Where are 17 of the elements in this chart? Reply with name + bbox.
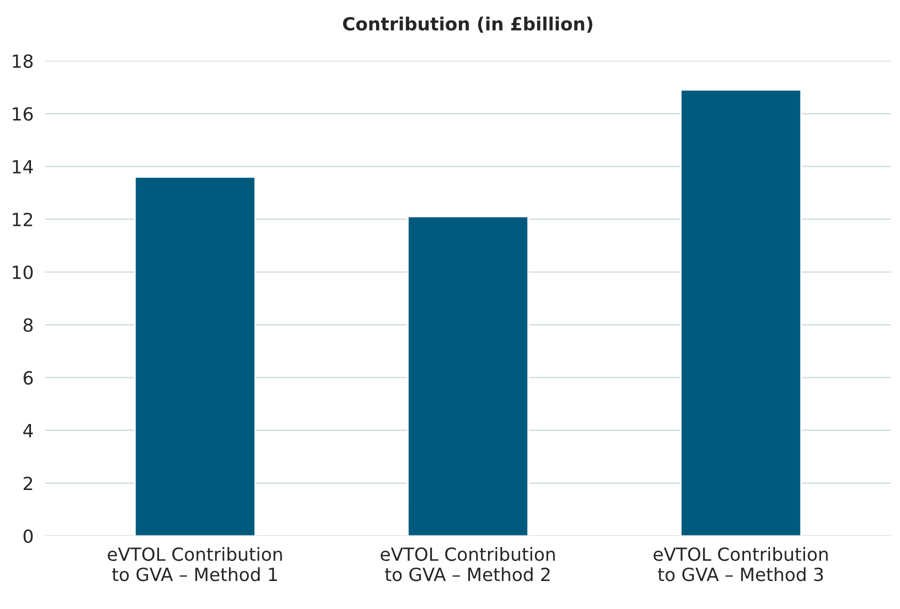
y-tick-label: 10 [12, 265, 33, 280]
chart-title: Contribution (in £billion) [343, 16, 592, 33]
bar [134, 176, 256, 536]
x-tick-label: eVTOL Contribution to GVA – Method 2 [380, 547, 555, 582]
y-tick-label: 0 [24, 529, 33, 544]
y-tick-label: 18 [12, 54, 33, 68]
x-tick-label: eVTOL Contribution to GVA – Method 1 [108, 547, 282, 582]
y-tick-label: 12 [12, 212, 32, 226]
y-tick-label: 4 [23, 424, 33, 438]
y-tick-label: 14 [12, 160, 33, 174]
y-tick-label: 8 [24, 318, 33, 332]
x-tick-label: eVTOL Contribution to GVA – Method 3 [654, 547, 828, 582]
y-tick-label: 16 [12, 107, 33, 121]
bar [407, 216, 529, 536]
y-tick-label: 6 [24, 371, 33, 385]
bar [680, 89, 802, 536]
y-tick-label: 2 [24, 476, 32, 490]
